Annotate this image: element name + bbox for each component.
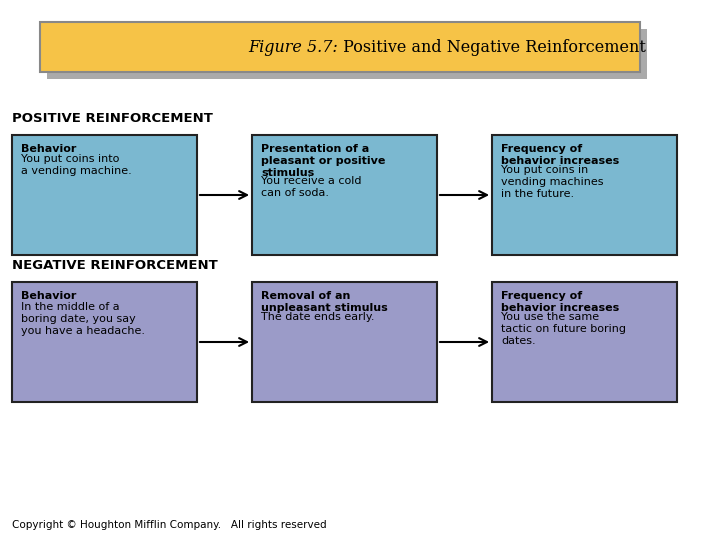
Text: You put coins into
a vending machine.: You put coins into a vending machine.	[21, 154, 132, 177]
Bar	[47, 29, 647, 79]
Bar	[252, 135, 437, 255]
Text: Behavior: Behavior	[21, 291, 76, 301]
Text: The date ends early.: The date ends early.	[261, 312, 374, 322]
Text: You put coins in
vending machines
in the future.: You put coins in vending machines in the…	[501, 165, 603, 199]
Text: Presentation of a
pleasant or positive
stimulus: Presentation of a pleasant or positive s…	[261, 144, 385, 178]
Text: Frequency of
behavior increases: Frequency of behavior increases	[501, 144, 619, 166]
Bar	[12, 282, 197, 402]
Bar	[12, 135, 197, 255]
Text: You receive a cold
can of soda.: You receive a cold can of soda.	[261, 176, 361, 198]
Text: Removal of an
unpleasant stimulus: Removal of an unpleasant stimulus	[261, 291, 388, 313]
Text: POSITIVE REINFORCEMENT: POSITIVE REINFORCEMENT	[12, 112, 213, 125]
Text: You use the same
tactic on future boring
dates.: You use the same tactic on future boring…	[501, 312, 626, 346]
Bar	[492, 282, 677, 402]
Text: NEGATIVE REINFORCEMENT: NEGATIVE REINFORCEMENT	[12, 259, 217, 272]
Text: In the middle of a
boring date, you say
you have a headache.: In the middle of a boring date, you say …	[21, 301, 145, 335]
Bar	[492, 135, 677, 255]
Text: Copyright © Houghton Mifflin Company.   All rights reserved: Copyright © Houghton Mifflin Company. Al…	[12, 520, 327, 530]
Text: Frequency of
behavior increases: Frequency of behavior increases	[501, 291, 619, 313]
Text: Figure 5.7:: Figure 5.7:	[248, 38, 338, 56]
Text: Positive and Negative Reinforcement: Positive and Negative Reinforcement	[338, 38, 646, 56]
Bar	[40, 22, 640, 72]
Bar	[252, 282, 437, 402]
Text: Behavior: Behavior	[21, 144, 76, 154]
